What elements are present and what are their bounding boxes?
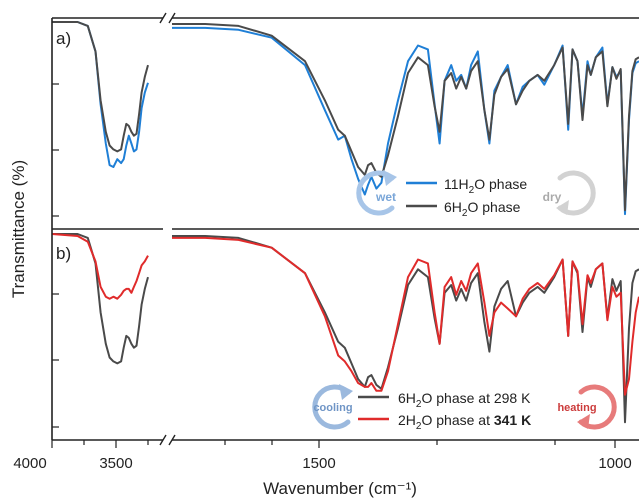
series-line-panelb-1-seg0 (52, 233, 149, 300)
legend-a-label-2: 6H2O phase (444, 199, 521, 219)
x-axis-title: Wavenumber (cm⁻¹) (263, 479, 417, 498)
x-tick-labels: 4000 3500 1500 1000 (13, 455, 631, 472)
legend-a-label-1: 11H2O phase (444, 176, 527, 196)
axis-break-marks (159, 12, 176, 446)
break-bottom-a (159, 434, 167, 446)
series-layer (52, 21, 639, 424)
heating-arrow-head-icon (577, 414, 590, 429)
dry-label: dry (543, 190, 562, 204)
cooling-arrow-head-icon (339, 384, 353, 400)
cooling-label: cooling (313, 402, 352, 414)
y-axis-title: Transmittance (%) (9, 160, 28, 298)
x-tick-label: 1500 (302, 455, 335, 472)
legend-b-label-1: 6H2O phase at 298 K (398, 390, 531, 410)
y-ticks (52, 83, 59, 428)
heating-arrow-icon (578, 384, 617, 430)
plot-frame (51, 17, 639, 441)
wet-arrow-head-icon (383, 170, 397, 186)
break-top-a (159, 12, 167, 24)
x-ticks (51, 440, 616, 448)
legend-a: wet 11H2O phase 6H2O phase dry (356, 170, 596, 219)
series-line-panelb-0-seg0 (52, 233, 149, 365)
panel-label-a: a) (56, 29, 71, 48)
legend-b-label-2: 2H2O phase at 341 K (398, 412, 531, 432)
series-line-panela-1-seg1 (172, 23, 639, 212)
legend-b: cooling 6H2O phase at 298 K 2H2O phase a… (312, 384, 617, 432)
dry-arrow-icon (557, 170, 596, 216)
x-tick-label: 4000 (13, 455, 46, 472)
break-top-b (168, 12, 176, 24)
x-tick-label: 1000 (598, 455, 631, 472)
x-tick-label: 3500 (99, 455, 132, 472)
cooling-arrow-icon (312, 384, 351, 430)
wet-label: wet (375, 190, 396, 204)
break-bottom-b (168, 434, 176, 446)
dry-arrow-head-icon (556, 200, 569, 215)
series-line-panela-1-seg0 (52, 21, 149, 153)
heating-label: heating (557, 402, 596, 414)
series-line-panelb-1-seg1 (172, 236, 639, 396)
panel-label-b: b) (56, 244, 71, 263)
wet-arrow-icon (356, 170, 395, 216)
